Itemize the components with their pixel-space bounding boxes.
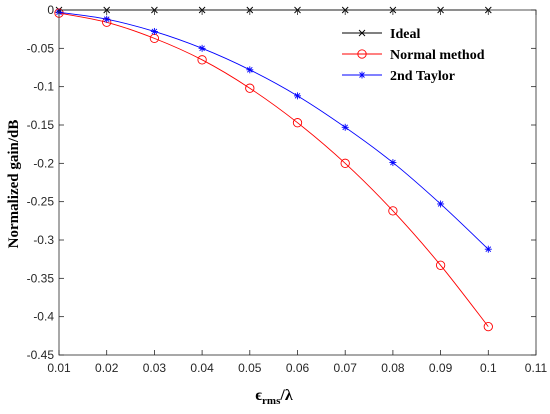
data-point [435,260,446,270]
data-point [483,321,493,332]
data-point [150,27,158,35]
y-tick-label: -0.45 [27,348,55,362]
legend-item: Normal method [342,48,485,63]
data-point [197,55,207,65]
x-tick-label: 0.08 [381,361,405,375]
legend: Ideal Normal method 2nd Taylor [342,27,485,84]
data-point [437,200,445,208]
axes: 0.01 0.02 0.03 0.04 0.05 0.06 0.07 0.08 0.09 0.1 0… [27,3,548,375]
y-axis-title: Normalized gain/dB [6,120,22,249]
y-tick-label: -0.25 [27,195,55,209]
data-point [294,92,301,100]
x-tick-label: 0.06 [286,361,310,375]
x-tick-label: 0.09 [429,361,453,375]
data-point [292,118,303,128]
x-axis-title-main: ϵ [255,387,262,404]
legend-label: Normal method [390,48,485,63]
legend-item: Ideal [342,27,420,42]
y-tick-label: -0.1 [33,80,54,94]
y-tick-label: -0.2 [33,156,54,170]
series-line [58,12,489,327]
legend-item: 2nd Taylor [342,69,455,84]
plot-area [59,10,536,355]
y-tick-label: -0.35 [27,271,55,285]
x-tick-label: 0.1 [480,361,497,375]
y-tick-label: 0 [47,3,54,17]
x-tick-label: 0.03 [143,361,167,375]
data-point [389,159,397,167]
x-tick-label: 0.07 [334,361,358,375]
legend-marker [357,49,367,59]
legend-label: 2nd Taylor [390,69,455,84]
data-point [341,123,349,131]
x-axis-title-subscript: rms [262,395,281,407]
x-tick-label: 0.04 [190,361,214,375]
x-tick-label: 0.11 [525,361,548,375]
series-line [58,11,489,250]
y-tick-label: -0.15 [27,118,55,132]
x-axis-title-suffix: /λ [279,387,292,404]
x-tick-label: 0.05 [238,361,262,375]
y-tick-label: -0.4 [33,310,54,324]
data-point [484,245,492,253]
x-tick-label: 0.02 [95,361,119,375]
data-point [103,15,111,23]
data-point [340,158,350,168]
x-axis-title: ϵrms/λ [255,387,293,407]
data-point [388,206,398,216]
series-2nd-taylor [55,8,492,253]
legend-marker [358,71,366,79]
y-tick-label: -0.3 [33,233,54,247]
data-point [246,66,254,74]
legend-label: Ideal [390,27,420,42]
plot-background [59,10,536,355]
y-tick-label: -0.05 [27,41,55,55]
data-point [245,83,255,93]
legend-marker [358,29,366,37]
x-tick-label: 0.01 [47,361,71,375]
data-point [198,44,206,52]
